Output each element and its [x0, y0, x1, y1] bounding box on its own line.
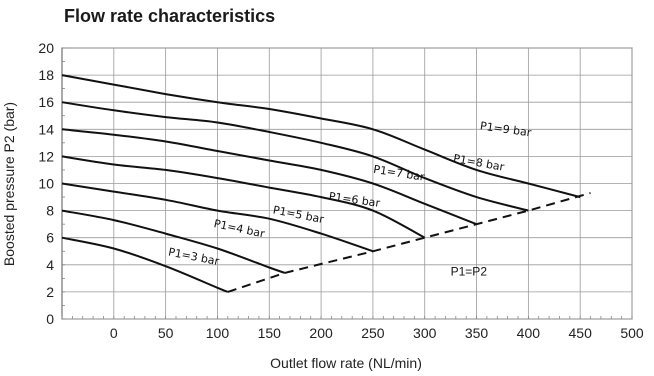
x-tick-label: 200: [309, 325, 333, 341]
curve-label-p1-9-bar: P1=9 bar: [479, 119, 532, 139]
curve-label-p1-4-bar: P1=4 bar: [213, 217, 267, 241]
y-tick-label: 8: [46, 203, 54, 219]
x-tick-label: 150: [258, 325, 282, 341]
curve-label-p1-7-bar: P1=7 bar: [372, 163, 425, 184]
curve-p1-9-bar: [61, 74, 581, 199]
y-tick-label: 18: [38, 67, 54, 83]
p1-p2-label: P1=P2: [451, 265, 488, 279]
x-tick-label: 300: [413, 325, 437, 341]
boundary-line: [227, 192, 591, 293]
x-tick-label: 400: [517, 325, 541, 341]
y-tick-label: 12: [38, 148, 54, 164]
chart-title: Flow rate characteristics: [64, 6, 276, 26]
x-tick-label: 0: [110, 325, 118, 341]
curve-p1-7-bar: [61, 128, 477, 226]
x-axis-label: Outlet flow rate (NL/min): [270, 355, 422, 371]
y-tick-label: 4: [46, 257, 54, 273]
curve-p1-5-bar: [61, 182, 374, 253]
curve-p1-8-bar: [61, 101, 529, 212]
curve-p1-6-bar: [61, 155, 426, 239]
y-tick-label: 16: [38, 94, 54, 110]
y-tick-label: 2: [46, 284, 54, 300]
x-tick-label: 350: [465, 325, 489, 341]
x-tick-label: 500: [620, 325, 644, 341]
x-tick-label: 250: [361, 325, 385, 341]
y-tick-label: 0: [46, 311, 54, 327]
curves: [61, 74, 581, 293]
y-tick-label: 14: [38, 121, 54, 137]
axis-ticks: 0 50 100 150 200 250 300 350 400 450 500 0 2 4 6 8 10 12 1…: [38, 40, 643, 341]
y-tick-label: 20: [38, 40, 54, 56]
y-axis-label: Boosted pressure P2 (bar): [1, 102, 17, 266]
curve-p1-4-bar: [61, 209, 286, 274]
y-tick-label: 6: [46, 230, 54, 246]
grid: [61, 47, 633, 320]
curve-p1-3-bar: [61, 236, 229, 293]
x-tick-label: 450: [569, 325, 593, 341]
x-tick-label: 50: [158, 325, 174, 341]
y-tick-label: 10: [38, 176, 54, 192]
p1-p2-boundary: [227, 192, 591, 293]
x-tick-label: 100: [206, 325, 230, 341]
curve-label-p1-5-bar: P1=5 bar: [272, 203, 326, 226]
